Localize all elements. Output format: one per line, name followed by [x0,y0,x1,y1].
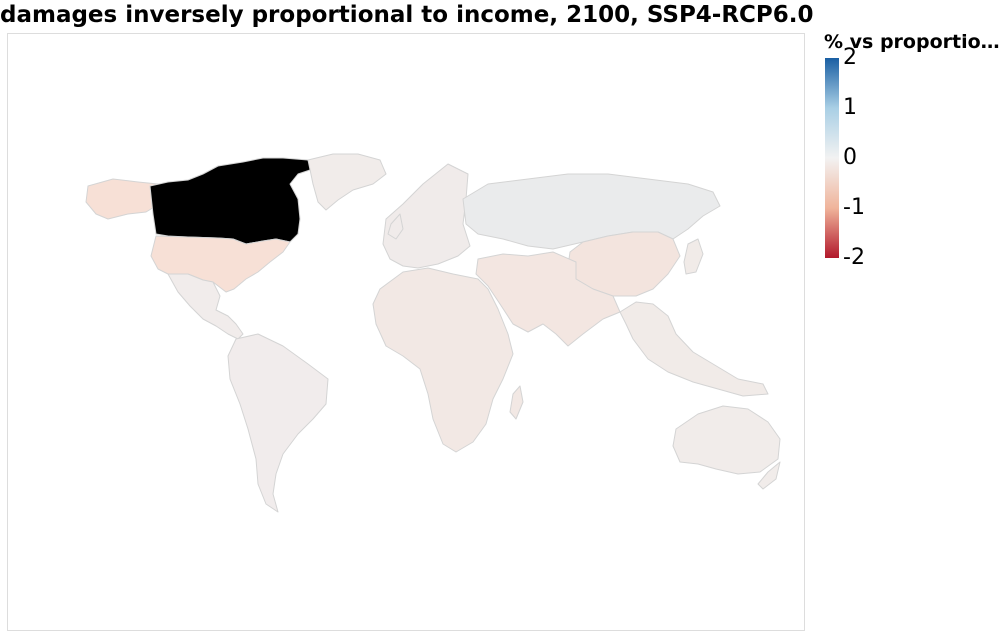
region-japan[interactable] [683,238,704,275]
legend-tick-2: 0 [843,145,857,170]
legend-tick-3: -1 [843,195,865,220]
region-middle-east-south-asia[interactable] [475,251,621,347]
region-madagascar[interactable] [509,385,524,420]
world-map[interactable] [8,34,806,632]
legend-tick-4: -2 [843,245,865,270]
region-alaska[interactable] [85,178,159,220]
region-mexico-central-america[interactable] [167,273,244,340]
legend-tick-0: 2 [843,45,857,70]
region-south-america[interactable] [227,333,329,513]
region-united-states[interactable] [150,235,291,293]
region-southeast-asia[interactable] [619,301,769,397]
region-australia[interactable] [672,405,781,475]
region-africa[interactable] [372,267,514,453]
region-new-zealand[interactable] [757,461,781,490]
legend-colorbar [825,58,839,258]
map-area[interactable] [7,33,805,631]
legend-tick-1: 1 [843,95,857,120]
region-europe[interactable] [382,163,471,269]
region-russia[interactable] [462,173,721,250]
region-canada[interactable] [149,157,314,245]
region-greenland[interactable] [307,153,387,211]
legend-title: % vs proportio… [824,31,1000,53]
map-title: damages inversely proportional to income… [0,2,814,28]
region-uk[interactable] [387,213,404,240]
